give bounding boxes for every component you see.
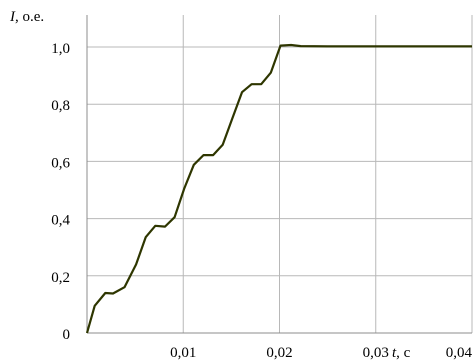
x-tick-label: 0,02 xyxy=(266,345,292,361)
x-tick-labels: 0,01 0,02 0,03 0,04 xyxy=(170,345,472,361)
y-tick-label: 0,6 xyxy=(51,155,70,171)
x-tick-label: 0,01 xyxy=(170,345,196,361)
y-axis-title: I, о.е. xyxy=(9,9,44,25)
y-tick-label: 1,0 xyxy=(51,41,70,57)
y-tick-label: 0,4 xyxy=(51,213,70,229)
grid xyxy=(86,15,473,334)
x-tick-label: 0,03 xyxy=(363,345,389,361)
y-tick-labels: 0 0,2 0,4 0,6 0,8 1,0 xyxy=(51,41,70,343)
x-axis-title: t, с xyxy=(392,345,411,361)
x-tick-label: 0,04 xyxy=(446,345,473,361)
y-tick-label: 0,8 xyxy=(51,98,70,114)
y-tick-label: 0 xyxy=(63,327,71,343)
y-tick-label: 0,2 xyxy=(51,270,70,286)
series-line xyxy=(85,43,472,334)
